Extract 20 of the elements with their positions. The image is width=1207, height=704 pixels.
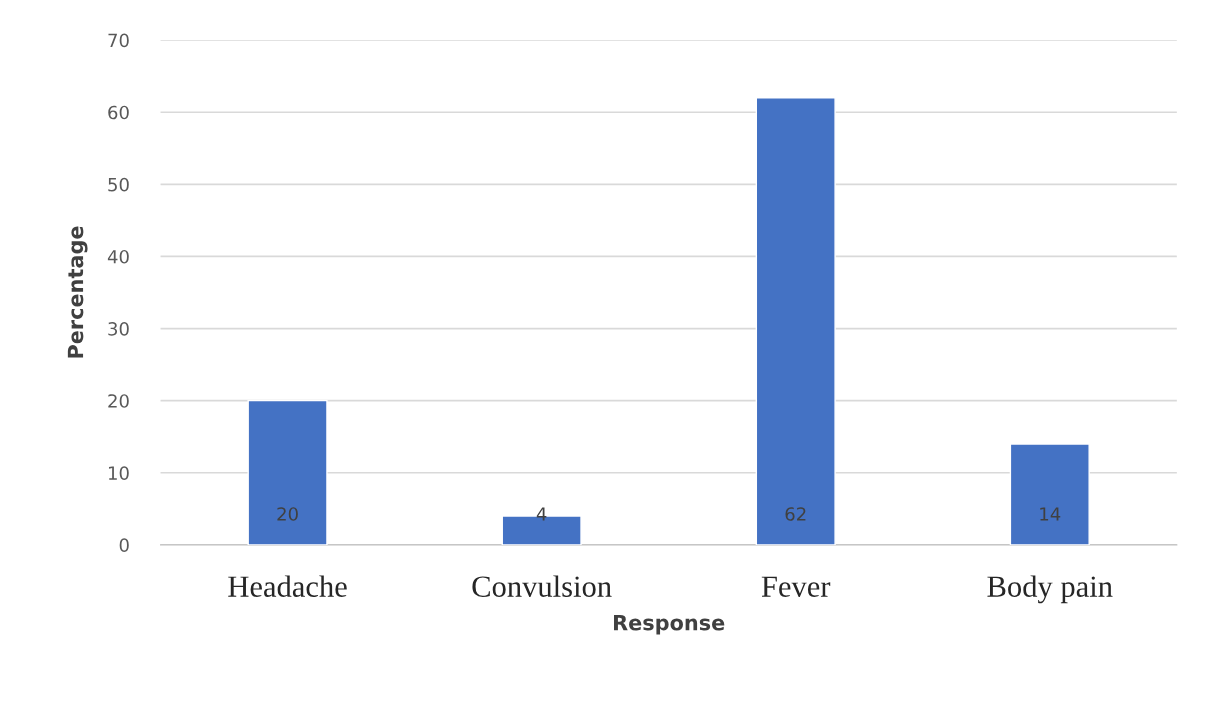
y-tick-label: 40 — [107, 249, 129, 264]
y-tick-label: 60 — [108, 105, 129, 120]
x-tick-label: Body pain — [987, 575, 1113, 604]
y-tick-label: 0 — [119, 538, 129, 553]
y-tick-label: 50 — [108, 177, 129, 192]
y-tick-label: 70 — [108, 33, 129, 48]
y-tick-label: 20 — [108, 394, 129, 408]
bar — [1009, 443, 1090, 545]
bar — [755, 97, 836, 545]
x-axis-title: Response — [614, 615, 725, 635]
x-tick-label: Fever — [761, 576, 831, 597]
y-tick-label: 30 — [108, 322, 129, 336]
x-tick-label: Headache — [228, 575, 347, 597]
data-label: 62 — [785, 507, 806, 521]
y-axis-title: Percentage — [67, 226, 88, 358]
bar — [247, 399, 328, 545]
y-tick-label: 10 — [108, 466, 129, 480]
data-label: 14 — [1040, 507, 1061, 521]
data-label: 20 — [277, 507, 298, 521]
x-tick-label: Convulsion — [472, 575, 612, 597]
